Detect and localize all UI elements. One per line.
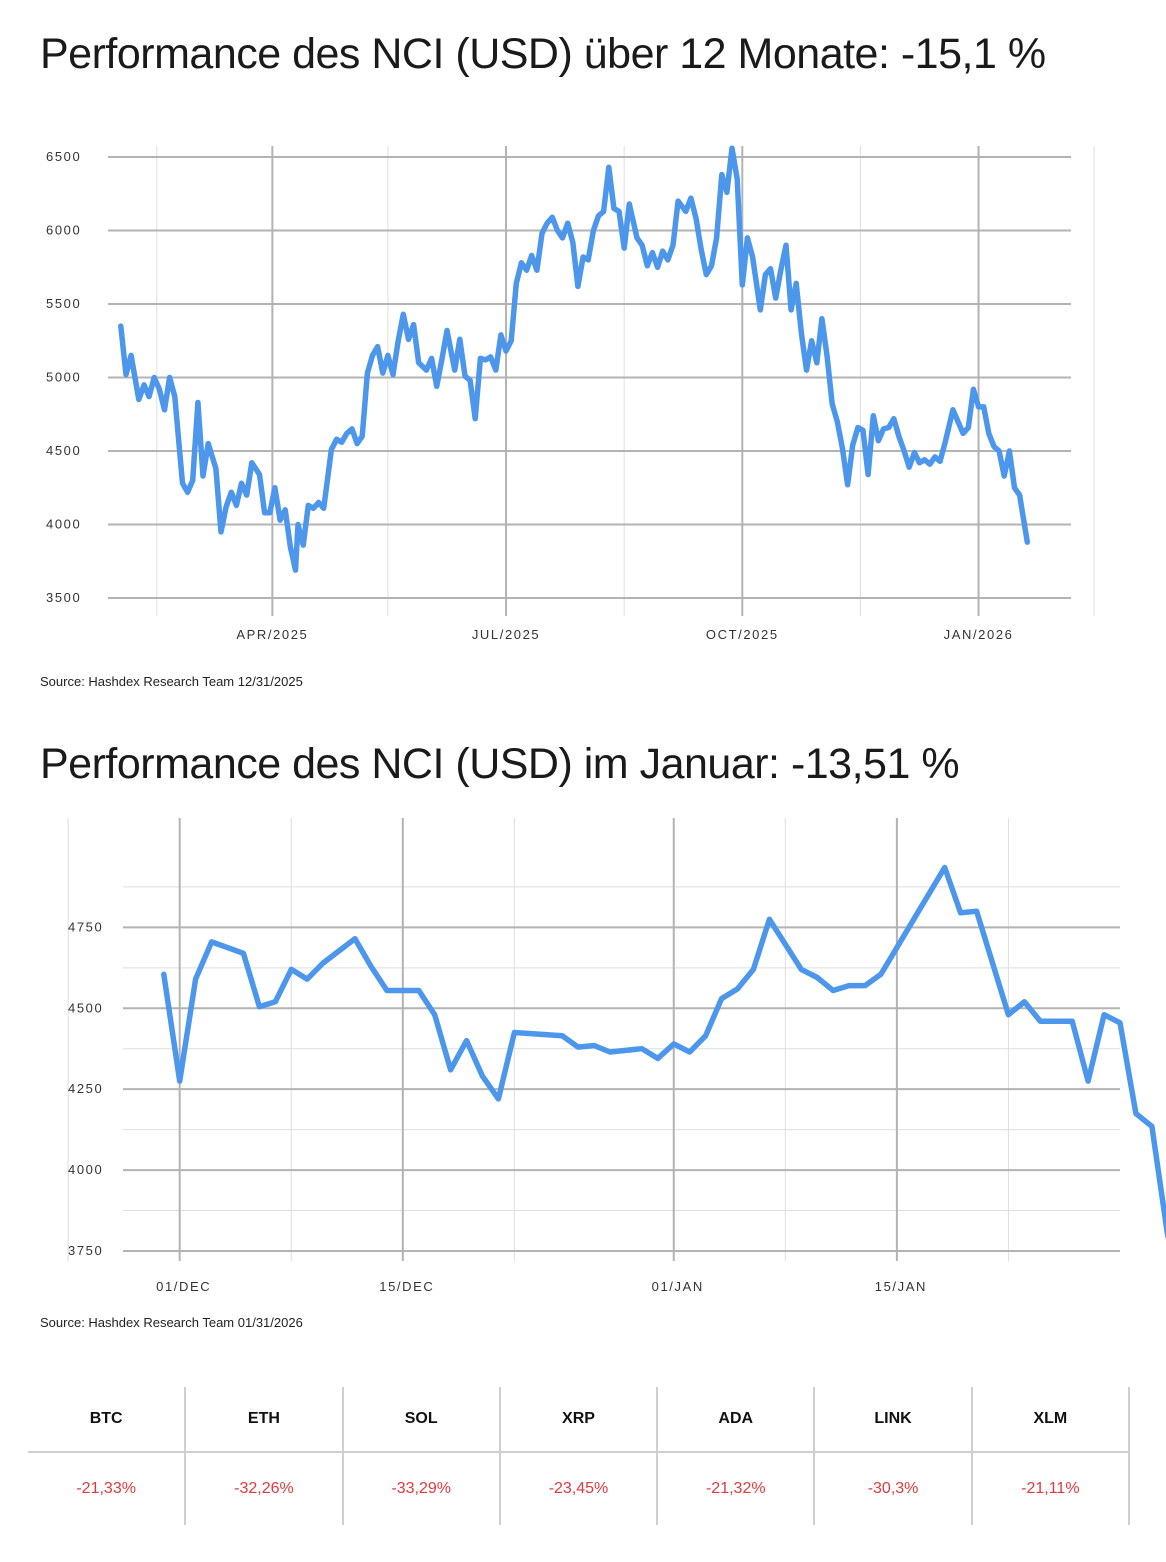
y-tick-label: 4000: [46, 517, 81, 532]
asset-header-btc: BTC: [28, 1387, 186, 1453]
asset-value-row: -21,33% -32,26% -33,29% -23,45% -21,32% -30,3…: [28, 1452, 1131, 1525]
monthly-line-chart: 01/DEC 15/DEC 01/JAN 15/JAN 3750 4000 4250 4500…: [67, 818, 1166, 1294]
asset-header-ada: ADA: [656, 1387, 815, 1453]
x-tick-label: 01/JAN: [652, 1279, 704, 1294]
y-tick-label: 6500: [46, 149, 81, 164]
asset-change-ada: -21,32%: [656, 1452, 815, 1525]
asset-header-link: LINK: [813, 1387, 972, 1453]
x-tick-label: 15/JAN: [875, 1279, 927, 1294]
nci-series-line: [118, 145, 1031, 573]
x-tick-label: 15/DEC: [379, 1279, 434, 1294]
chart-title-monthly: Performance des NCI (USD) im Januar: -13…: [40, 740, 960, 788]
y-tick-label: 3500: [46, 590, 81, 605]
asset-header-sol: SOL: [341, 1387, 500, 1453]
y-tick-label: 6000: [46, 223, 81, 238]
x-tick-label: JAN/2026: [944, 627, 1014, 642]
asset-change-sol: -33,29%: [341, 1452, 500, 1525]
y-tick-label: 3750: [68, 1243, 103, 1258]
y-tick-label: 4500: [68, 1000, 103, 1015]
annual-line-chart: APR/2025 JUL/2025 OCT/2025 JAN/2026 3500 4000…: [46, 145, 1095, 642]
source-note-annual: Source: Hashdex Research Team 12/31/2025: [40, 674, 303, 689]
asset-change-link: -30,3%: [813, 1452, 972, 1525]
nci-series-line: [161, 864, 1166, 1239]
asset-change-btc: -21,33%: [76, 1480, 136, 1497]
asset-header-eth: ETH: [184, 1387, 343, 1453]
y-tick-label: 4000: [68, 1162, 103, 1177]
asset-change-eth: -32,26%: [184, 1452, 343, 1525]
x-tick-label: OCT/2025: [706, 627, 779, 642]
y-tick-label: 4750: [68, 919, 103, 934]
asset-header-xlm: XLM: [970, 1387, 1131, 1453]
y-tick-label: 5000: [46, 370, 81, 385]
source-note-monthly: Source: Hashdex Research Team 01/31/2026: [40, 1315, 303, 1330]
asset-change-xlm: -21,11%: [970, 1452, 1131, 1525]
asset-performance-table: BTC ETH SOL XRP ADA LINK XLM -21,33% -32,26% -33…: [28, 1387, 1131, 1525]
x-tick-label: 01/DEC: [156, 1279, 211, 1294]
y-tick-label: 4250: [68, 1081, 103, 1096]
x-tick-label: APR/2025: [236, 627, 308, 642]
asset-header-xrp: XRP: [498, 1387, 658, 1453]
x-tick-label: JUL/2025: [472, 627, 540, 642]
chart-title-annual: Performance des NCI (USD) über 12 Monate…: [40, 30, 1046, 78]
asset-change-xrp: -23,45%: [498, 1452, 658, 1525]
asset-header-row: BTC ETH SOL XRP ADA LINK XLM: [28, 1387, 1131, 1453]
y-tick-label: 5500: [46, 296, 81, 311]
y-tick-label: 4500: [46, 443, 81, 458]
